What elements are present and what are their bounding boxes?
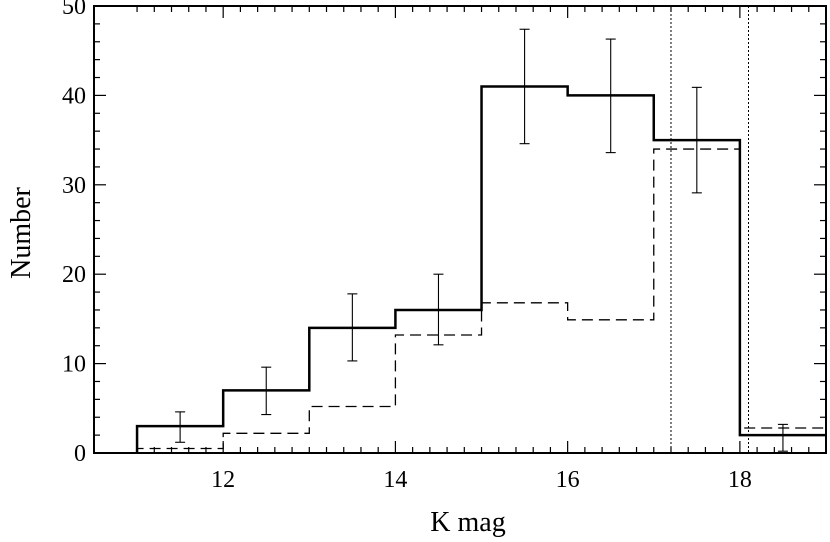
y-tick-label: 50 (62, 0, 86, 20)
y-tick-label: 20 (62, 262, 86, 288)
plot-frame (93, 5, 827, 454)
dashed-histogram-series (136, 148, 826, 453)
y-tick-label: 30 (62, 173, 86, 199)
y-tick-label: 10 (62, 352, 86, 378)
x-tick-label: 12 (211, 467, 235, 493)
y-tick-label: 0 (74, 441, 86, 467)
x-tick-label: 14 (383, 467, 407, 493)
plot-area: 12 14 16 18 0 10 20 30 40 50 (62, 0, 827, 493)
x-axis-title: K mag (430, 507, 505, 538)
y-axis-title: Number (6, 186, 37, 278)
x-tick-label: 16 (556, 467, 580, 493)
solid-histogram-series (135, 85, 826, 453)
x-tick-label: 18 (728, 467, 752, 493)
y-tick-label: 40 (62, 83, 86, 109)
